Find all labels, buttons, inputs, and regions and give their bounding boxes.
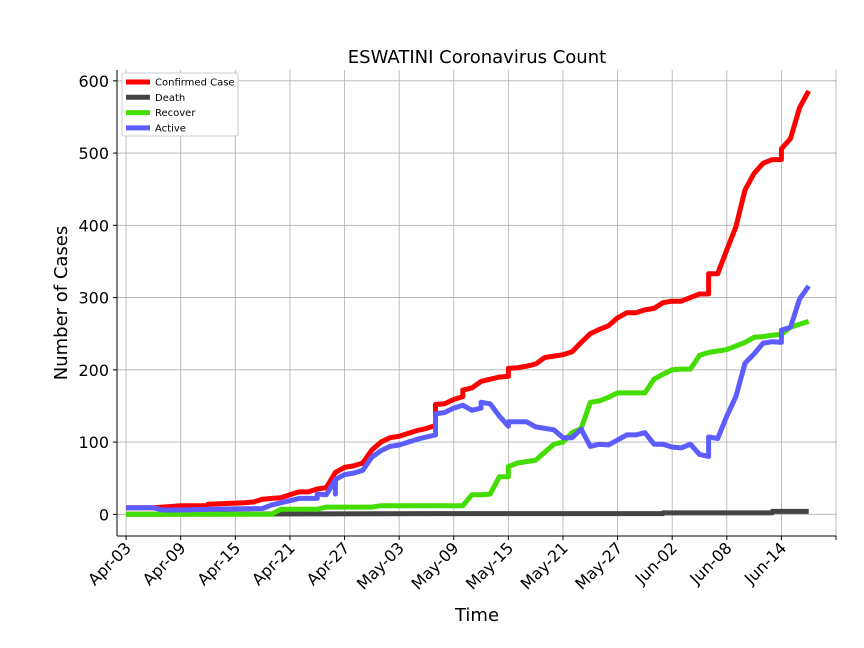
x-tick-label: Apr-21 <box>248 538 299 589</box>
legend-label-confirmed-case: Confirmed Case <box>155 78 235 89</box>
x-axis-label: Time <box>454 605 499 626</box>
x-tick-label: Apr-09 <box>139 538 190 589</box>
data-series <box>126 89 811 517</box>
x-tick-label: Apr-15 <box>193 538 244 589</box>
x-tick-label: Jun-02 <box>631 538 681 588</box>
x-tick-label: May-15 <box>462 538 517 593</box>
legend-label-active: Active <box>155 123 186 134</box>
y-tick-label: 100 <box>78 433 109 452</box>
y-tick-label: 300 <box>78 289 109 308</box>
series-line-confirmed-case <box>126 89 811 511</box>
x-tick-label: May-27 <box>571 538 626 593</box>
grid-lines <box>117 70 837 536</box>
x-tick-label: Jun-08 <box>685 538 735 588</box>
x-tick-label: Jun-14 <box>740 538 790 588</box>
x-tick-label: May-03 <box>353 538 408 593</box>
axes-spines <box>116 70 836 537</box>
y-axis-label: Number of Cases <box>51 226 72 381</box>
x-tick-label: May-09 <box>407 538 462 593</box>
x-axis-ticks: Apr-03 Apr-09 Apr-15 Apr-21 Apr-27 May-03 May-… <box>84 536 837 594</box>
y-tick-label: 600 <box>78 72 109 91</box>
chart-title: ESWATINI Coronavirus Count <box>348 47 606 68</box>
y-tick-label: 500 <box>78 144 109 163</box>
y-axis-ticks: 0 100 200 300 400 500 600 <box>78 72 117 524</box>
x-tick-label: Apr-03 <box>84 538 135 589</box>
x-tick-label: May-21 <box>517 538 572 593</box>
legend-items: Confirmed Case Death Recover Active <box>126 78 235 134</box>
series-line-death <box>126 508 809 517</box>
y-tick-label: 200 <box>78 361 109 380</box>
legend-label-death: Death <box>155 93 185 104</box>
y-tick-label: 400 <box>78 216 109 235</box>
legend: Confirmed Case Death Recover Active <box>121 72 239 137</box>
series-line-active <box>126 284 811 513</box>
y-tick-label: 0 <box>99 505 109 524</box>
series-line-recover <box>126 319 810 517</box>
x-tick-label: Apr-27 <box>303 538 354 589</box>
legend-frame <box>121 72 239 137</box>
legend-label-recover: Recover <box>155 108 196 119</box>
